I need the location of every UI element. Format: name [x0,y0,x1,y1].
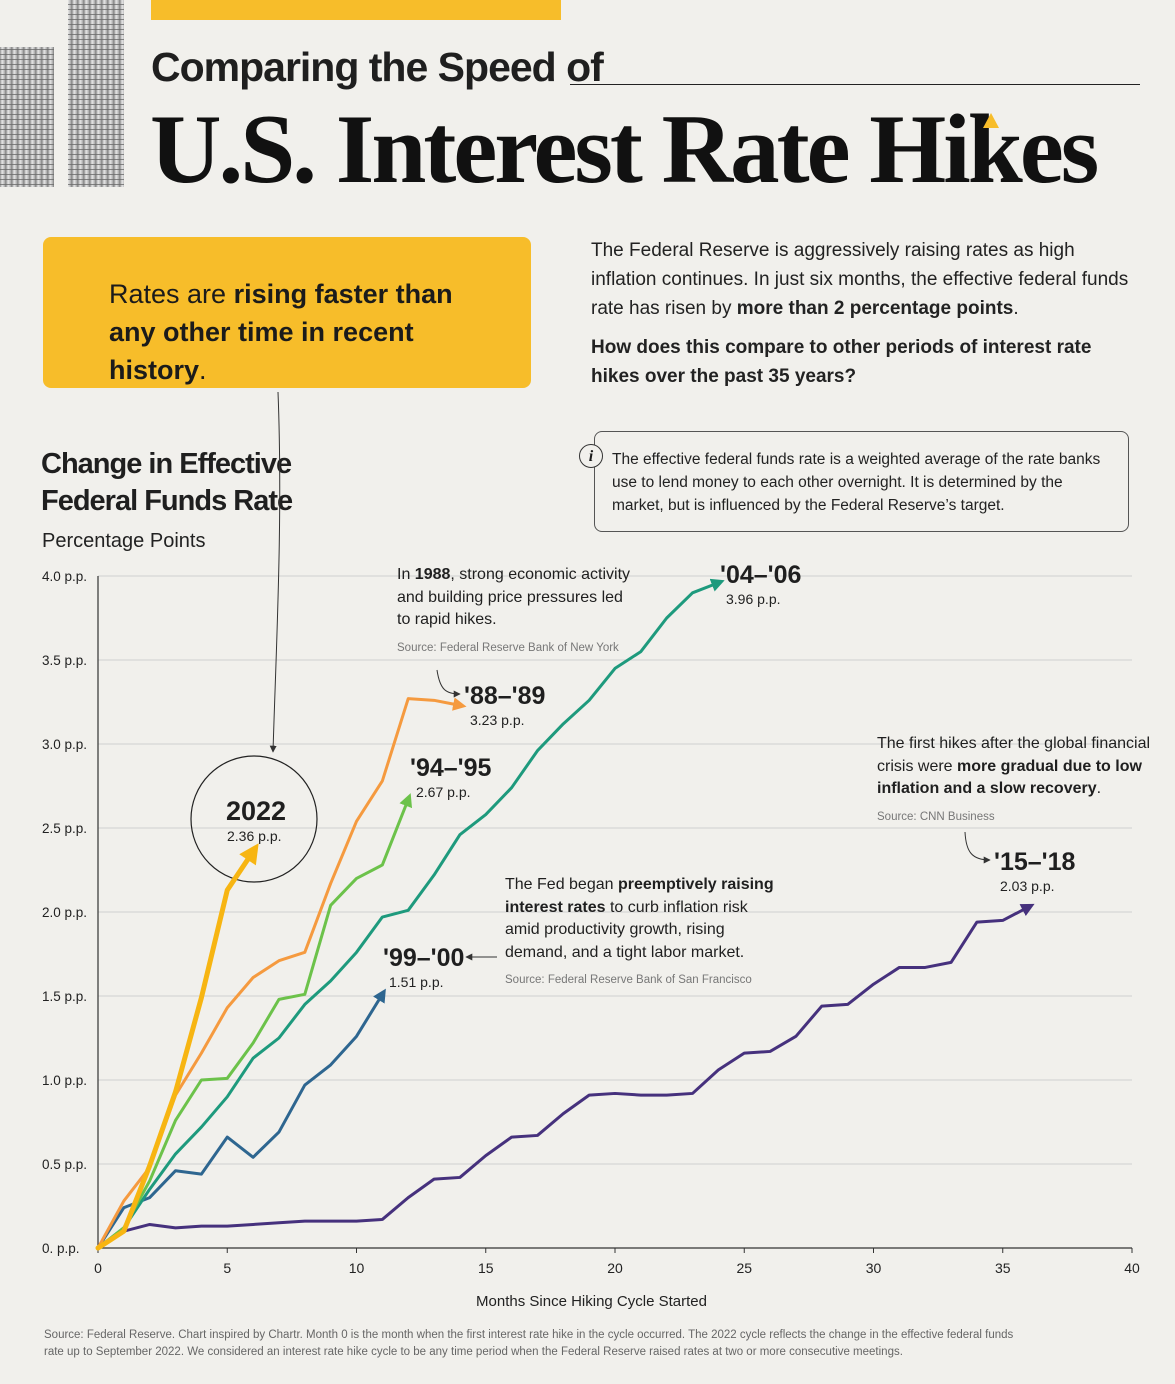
series-value-15-18: 2.03 p.p. [1000,878,1055,894]
source-footnote: Source: Federal Reserve. Chart inspired … [44,1329,1014,1358]
series-line-2022 [95,843,259,1251]
annotation-1988-source: Source: Federal Reserve Bank of New York [397,641,619,654]
chart-unit-label: Percentage Points [42,530,206,552]
info-icon: i [579,444,603,468]
page-title: U.S. Interest Rate Hikes [150,95,1099,204]
series-name-15-18: '15–'18 [994,848,1076,876]
y-tick-label: 1.5 p.p. [42,989,87,1004]
highlight-circle-2022 [190,755,318,883]
series-value-04-06: 3.96 p.p. [726,591,781,607]
annotation-2015: The first hikes after the global financi… [877,733,1152,828]
definition-text: The effective federal funds rate is a we… [612,451,1101,514]
series-line-99-00 [96,988,386,1250]
intro-question: How does this compare to other periods o… [591,337,1092,387]
x-tick-label: 30 [866,1260,882,1276]
definition-box [594,431,1129,532]
annotation-1988-connector [436,669,461,698]
y-tick-label: 0.5 p.p. [42,1157,87,1172]
series-name-99-00: '99–'00 [383,944,464,972]
callout-connector [269,391,281,753]
series-value-88-89: 3.23 p.p. [470,712,525,728]
annotation-2015-source: Source: CNN Business [877,810,995,823]
intro-text: The Federal Reserve is aggressively rais… [591,236,1131,401]
x-tick-label: 35 [995,1260,1011,1276]
series-name-94-95: '94–'95 [410,754,492,782]
y-tick-label: 2.5 p.p. [42,821,87,836]
chart-title: Change in Effective Federal Funds Rate [41,448,293,517]
y-tick-label: 4.0 p.p. [42,569,87,584]
callout-text: Rates are rising faster than any other t… [109,279,453,385]
annotation-1999: The Fed began preemptively raising inter… [505,874,775,992]
series-value-94-95: 2.67 p.p. [416,784,471,800]
coin-stack-right [68,0,124,187]
subtitle-rule [570,84,1140,85]
y-tick-label: 1.0 p.p. [42,1073,87,1088]
x-tick-label: 20 [607,1260,623,1276]
y-tick-label: 3.0 p.p. [42,737,87,752]
y-tick-label: 2.0 p.p. [42,905,87,920]
header-accent-bar [151,0,561,20]
page-subtitle: Comparing the Speed of [151,44,604,90]
x-axis-title: Months Since Hiking Cycle Started [476,1293,707,1310]
x-tick-label: 25 [736,1260,752,1276]
title-caret-icon [983,113,999,128]
x-tick-label: 5 [223,1260,231,1276]
series-line-04-06 [96,578,725,1250]
key-takeaway-callout: Rates are rising faster than any other t… [43,237,531,388]
annotation-2015-connector [964,831,991,864]
series-line-94-95 [96,793,413,1250]
x-tick-label: 0 [94,1260,102,1276]
series-line-15-18 [96,903,1035,1250]
intro-paragraph: The Federal Reserve is aggressively rais… [591,240,1129,319]
series-name-88-89: '88–'89 [464,682,545,710]
y-tick-label: 3.5 p.p. [42,653,87,668]
series-name-04-06: '04–'06 [720,561,801,589]
series-value-2022: 2.36 p.p. [227,828,282,844]
annotation-1999-source: Source: Federal Reserve Bank of San Fran… [505,974,752,986]
series-value-99-00: 1.51 p.p. [389,974,444,990]
y-tick-label: 0. p.p. [42,1241,80,1256]
x-tick-label: 40 [1124,1260,1140,1276]
x-tick-label: 15 [478,1260,494,1276]
coin-stacks-illustration [0,0,124,187]
series-name-2022: 2022 [226,796,286,826]
annotation-1988: In 1988, strong economic activity and bu… [397,564,637,659]
coin-stack-left [0,47,54,187]
x-tick-label: 10 [349,1260,365,1276]
